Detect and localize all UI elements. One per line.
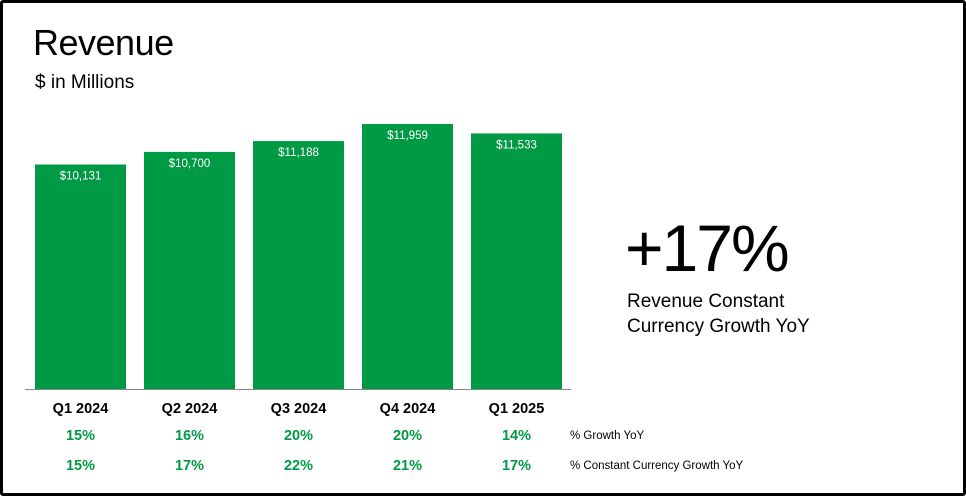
bar	[144, 152, 235, 389]
growth-yoy-value: 16%	[175, 428, 204, 444]
growth-yoy-value: 15%	[66, 428, 95, 444]
kpi-label-line1: Revenue Constant	[627, 289, 810, 314]
x-tick-label: Q1 2025	[489, 401, 545, 417]
cc-growth-yoy-value: 17%	[502, 458, 531, 474]
kpi-label: Revenue Constant Currency Growth YoY	[627, 289, 810, 339]
cc-growth-yoy-value: 17%	[175, 458, 204, 474]
bar	[35, 165, 126, 389]
bar-value-label: $11,188	[278, 147, 319, 159]
kpi-value: +17%	[625, 215, 788, 281]
cc-growth-yoy-row-label: % Constant Currency Growth YoY	[570, 460, 744, 472]
x-tick-label: Q3 2024	[271, 401, 327, 417]
x-tick-label: Q2 2024	[162, 401, 218, 417]
growth-yoy-value: 20%	[393, 428, 422, 444]
bar-value-label: $11,533	[496, 139, 537, 151]
growth-yoy-row-label: % Growth YoY	[570, 430, 644, 442]
kpi-label-line2: Currency Growth YoY	[627, 314, 810, 339]
bar-value-label: $10,700	[169, 158, 211, 170]
bar-value-label: $10,131	[60, 171, 102, 183]
x-tick-label: Q4 2024	[380, 401, 436, 417]
bar-value-label: $11,959	[387, 130, 428, 142]
bar	[471, 133, 562, 389]
growth-yoy-value: 14%	[502, 428, 531, 444]
cc-growth-yoy-value: 22%	[284, 458, 313, 474]
bar	[362, 124, 453, 389]
growth-yoy-value: 20%	[284, 428, 313, 444]
cc-growth-yoy-value: 15%	[66, 458, 95, 474]
x-tick-label: Q1 2024	[53, 401, 109, 417]
cc-growth-yoy-value: 21%	[393, 458, 422, 474]
bar	[253, 141, 344, 389]
revenue-bar-chart: $10,131 Q1 2024 15% 15% $10,700 Q2 2024 16% 17%…	[0, 0, 966, 496]
